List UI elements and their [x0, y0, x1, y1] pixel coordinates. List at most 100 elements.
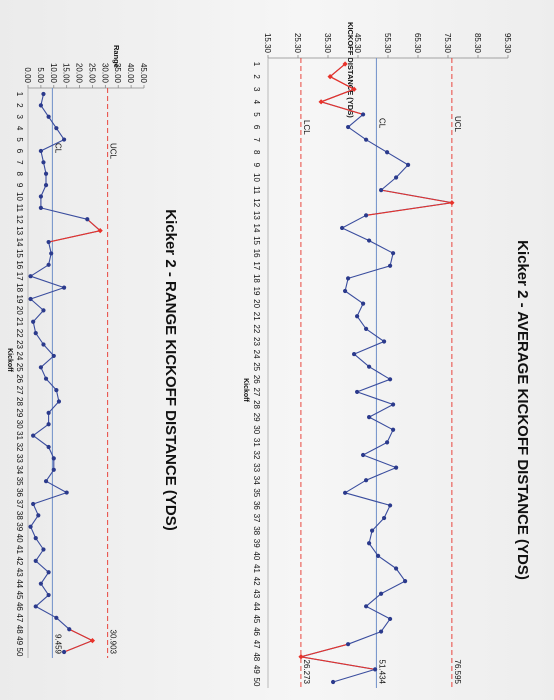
range-data-point — [43, 183, 49, 188]
range-data-point — [41, 91, 46, 97]
range-y-tick-label: 40.00 — [126, 63, 135, 84]
average-y-tick-label: 45.30 — [353, 33, 362, 54]
range-data-point — [28, 524, 33, 529]
range-x-tick-label: 39 — [15, 522, 24, 531]
range-x-tick-label: 41 — [15, 545, 24, 554]
average-data-point — [385, 440, 390, 445]
range-x-tick-label: 24 — [15, 351, 24, 360]
average-data-point — [361, 301, 366, 306]
average-x-tick-label: 40 — [252, 551, 261, 560]
average-x-tick-label: 46 — [252, 627, 261, 636]
range-x-tick-label: 50 — [15, 648, 24, 657]
range-data-point — [61, 137, 67, 142]
average-x-tick-label: 16 — [252, 249, 261, 258]
average-x-tick-label: 26 — [252, 375, 261, 384]
average-data-point — [340, 225, 345, 231]
range-x-tick-label: 21 — [15, 317, 24, 326]
range-data-point — [38, 148, 43, 154]
range-x-tick-label: 12 — [15, 215, 24, 224]
average-x-tick-label: 49 — [252, 665, 261, 674]
average-x-tick-label: 20 — [252, 299, 261, 308]
range-x-tick-label: 17 — [15, 272, 24, 281]
average-x-tick-label: 11 — [252, 186, 261, 195]
average-x-tick-label: 44 — [252, 602, 261, 611]
average-x-tick-label: 33 — [252, 463, 261, 472]
range-x-tick-label: 15 — [15, 249, 24, 258]
average-out-segment — [300, 643, 376, 670]
average-x-tick-label: 43 — [252, 589, 261, 598]
range-x-tick-label: 9 — [15, 183, 24, 188]
range-data-point — [51, 467, 56, 472]
range-x-tick-label: 36 — [15, 488, 24, 497]
range-x-tick-label: 13 — [15, 226, 24, 235]
average-x-tick-label: 35 — [252, 488, 261, 497]
range-x-tick-label: 40 — [15, 534, 24, 543]
range-y-axis-label: Range — [112, 45, 121, 68]
range-data-point — [43, 376, 49, 381]
average-x-tick-label: 17 — [252, 261, 261, 270]
range-x-tick-label: 18 — [15, 283, 24, 292]
range-x-tick-label: 26 — [15, 374, 24, 383]
average-x-tick-label: 19 — [252, 287, 261, 296]
average-data-point — [394, 465, 399, 470]
range-data-point — [46, 262, 51, 267]
average-x-tick-label: 31 — [252, 438, 261, 447]
range-x-tick-label: 45 — [15, 591, 24, 600]
range-x-tick-label: 42 — [15, 556, 24, 565]
range-x-tick-label: 22 — [15, 329, 24, 338]
average-data-point — [403, 579, 408, 584]
range-data-point — [33, 604, 38, 609]
range-y-tick-label: 45.00 — [139, 63, 148, 84]
average-x-tick-label: 3 — [252, 87, 261, 92]
range-data-point — [46, 444, 51, 450]
average-x-tick-label: 27 — [252, 387, 261, 396]
range-x-tick-label: 30 — [15, 420, 24, 429]
average-data-point — [388, 377, 393, 382]
range-x-tick-label: 4 — [15, 126, 24, 131]
average-data-point — [367, 541, 372, 546]
range-chart-title: Kicker 2 - RANGE KICKOFF DISTANCE (YDS) — [162, 209, 179, 530]
average-y-tick-label: 75.30 — [443, 33, 452, 54]
range-x-tick-label: 20 — [15, 306, 24, 315]
average-x-tick-label: 32 — [252, 451, 261, 460]
range-x-tick-label: 31 — [15, 431, 24, 440]
average-cl-label: CL — [377, 118, 386, 129]
range-data-point — [28, 296, 33, 302]
range-x-tick-label: 16 — [15, 260, 24, 269]
range-ucl-value: 30.903 — [109, 630, 118, 655]
average-data-point — [406, 162, 411, 167]
range-data-point — [54, 387, 59, 393]
average-data-point — [331, 679, 336, 685]
average-x-tick-label: 39 — [252, 539, 261, 548]
range-out-of-control-point — [89, 638, 96, 644]
average-chart: Kicker 2 - AVERAGE KICKOFF DISTANCE (YDS… — [242, 22, 531, 688]
average-data-point — [382, 515, 387, 521]
range-x-tick-label: 1 — [15, 92, 24, 97]
average-x-tick-label: 8 — [252, 150, 261, 155]
average-data-point — [388, 616, 393, 622]
average-data-point — [364, 478, 369, 483]
range-x-tick-label: 5 — [15, 137, 24, 142]
range-x-tick-label: 38 — [15, 511, 24, 520]
range-y-tick-label: 20.00 — [75, 63, 84, 84]
range-x-tick-label: 32 — [15, 443, 24, 452]
average-x-tick-label: 45 — [252, 614, 261, 623]
average-data-point — [388, 263, 393, 268]
average-data-point — [343, 490, 348, 495]
average-out-of-control-point — [327, 74, 333, 80]
average-data-point — [367, 364, 372, 369]
range-x-tick-label: 37 — [15, 500, 24, 509]
range-data-point — [61, 649, 67, 655]
average-x-tick-label: 47 — [252, 640, 261, 649]
range-ucl-label: UCL — [109, 143, 118, 160]
range-data-point — [33, 331, 38, 336]
average-data-point — [364, 604, 369, 609]
range-data-point — [41, 308, 46, 313]
range-data-point — [54, 615, 59, 620]
range-data-point — [46, 410, 51, 415]
range-x-tick-label: 34 — [15, 465, 24, 474]
range-x-tick-label: 11 — [15, 204, 24, 213]
range-data-point — [41, 160, 46, 165]
range-x-tick-label: 25 — [15, 363, 24, 372]
